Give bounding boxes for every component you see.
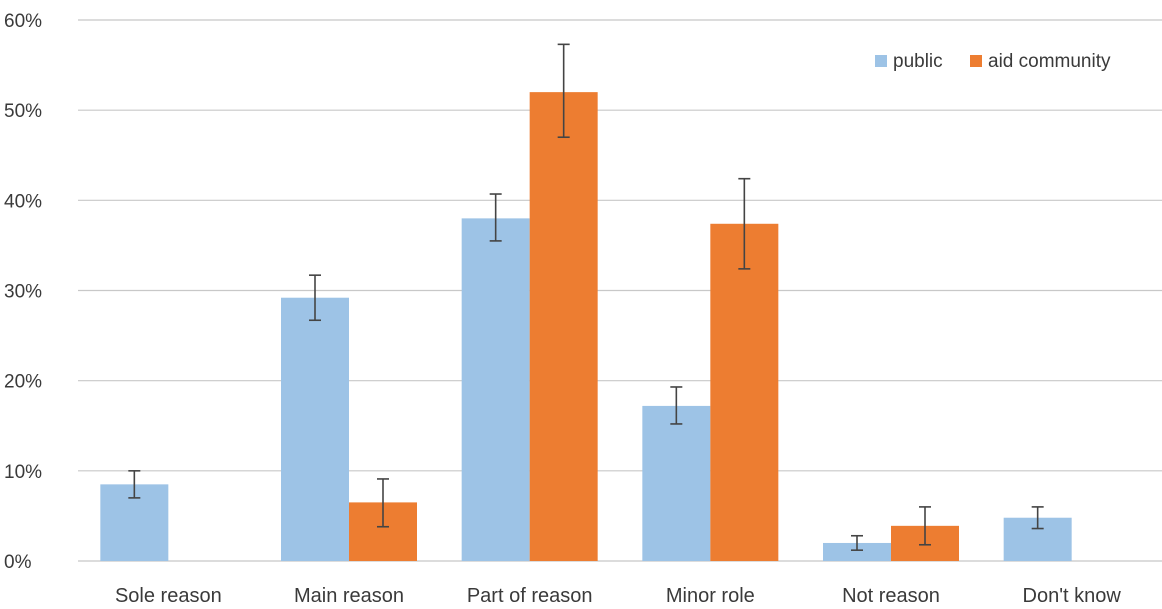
x-axis-category-labels: Sole reason Main reason Part of reason Mino… [115, 585, 1121, 607]
error-bar-public-4 [851, 534, 863, 551]
legend: public aid community [875, 51, 1111, 72]
error-bar-public-3 [670, 386, 683, 425]
y-tick-label-60: 60% [4, 11, 42, 32]
x-category-label-4: Not reason [842, 585, 940, 607]
legend-swatch-public [875, 55, 887, 67]
bar-aid-community-3 [710, 223, 779, 561]
bar-public-1 [281, 297, 349, 561]
bar-public-2 [461, 218, 530, 561]
error-bar-public-5 [1031, 506, 1044, 530]
error-bars [128, 43, 1044, 551]
bars [100, 92, 1072, 561]
bar-public-3 [642, 405, 711, 561]
error-bar-aid-community-1 [377, 478, 389, 528]
y-tick-label-30: 30% [4, 282, 42, 303]
x-category-label-0: Sole reason [115, 585, 222, 607]
y-tick-label-50: 50% [4, 101, 42, 122]
legend-label-public: public [893, 51, 943, 72]
legend-label-aid-community: aid community [988, 51, 1111, 72]
x-category-label-2: Part of reason [467, 585, 593, 607]
error-bar-public-1 [309, 274, 321, 322]
y-tick-label-20: 20% [4, 372, 42, 393]
y-tick-label-0: 0% [4, 552, 32, 573]
bar-public-4 [823, 542, 891, 561]
bar-aid-community-2 [529, 92, 598, 561]
error-bar-aid-community-2 [557, 43, 570, 139]
gridlines [78, 19, 1162, 562]
error-bar-public-0 [128, 470, 141, 499]
error-bar-public-2 [489, 193, 502, 242]
x-category-label-1: Main reason [294, 585, 404, 607]
y-tick-label-40: 40% [4, 191, 42, 212]
x-category-label-3: Minor role [666, 585, 755, 607]
error-bar-aid-community-4 [919, 506, 931, 546]
error-bar-aid-community-3 [738, 177, 751, 270]
y-tick-label-10: 10% [4, 462, 42, 483]
x-category-label-5: Don't know [1023, 585, 1122, 607]
legend-swatch-aid-community [970, 55, 982, 67]
y-axis-tick-labels: 0% 10% 20% 30% 40% 50% 60% [4, 11, 42, 573]
